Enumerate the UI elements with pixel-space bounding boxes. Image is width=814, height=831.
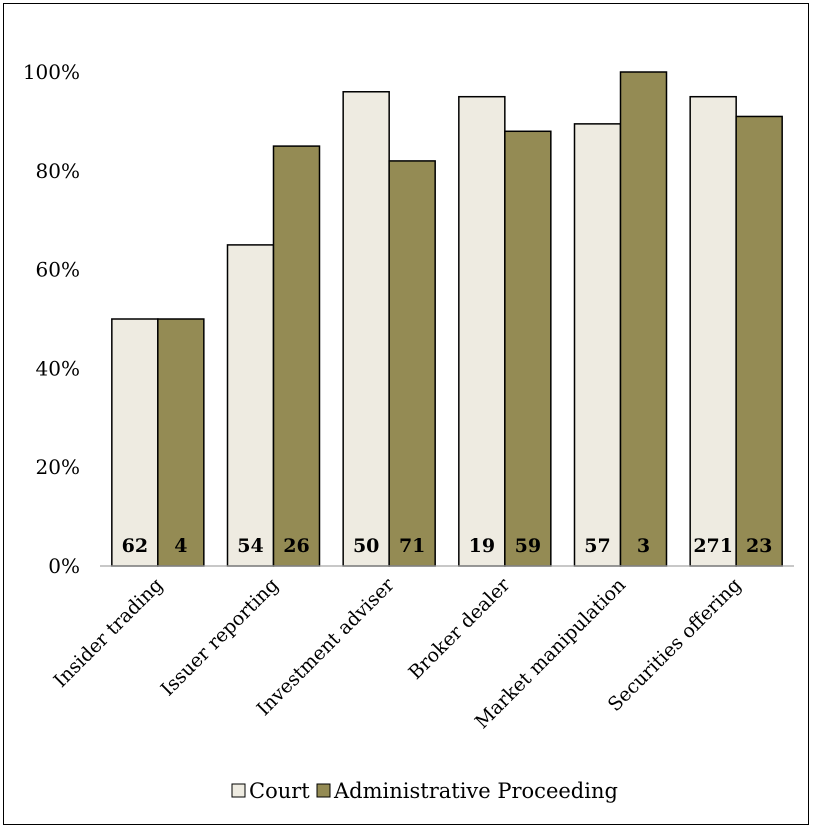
bar-administrative-proceeding: [272, 145, 321, 567]
bar-court: [111, 318, 159, 567]
bar-court: [458, 95, 506, 567]
bar-administrative-proceeding: [735, 115, 783, 567]
legend-swatch-administrative-proceeding: [316, 783, 331, 798]
bar-administrative-proceeding: [504, 130, 552, 567]
legend-label: Court: [249, 779, 310, 803]
y-tick-label: 80%: [36, 159, 80, 183]
x-tick-label: Broker dealer: [404, 573, 515, 684]
data-label: 26: [283, 535, 309, 557]
y-tick-label: 0%: [48, 554, 80, 578]
data-label: 59: [515, 535, 541, 557]
legend-swatch-court: [231, 783, 246, 798]
data-label: 3: [637, 535, 650, 557]
data-label: 4: [174, 535, 187, 557]
data-label: 57: [584, 535, 610, 557]
bars: [111, 71, 783, 567]
legend: Court Administrative Proceeding: [231, 779, 618, 803]
y-tick-label: 20%: [36, 455, 80, 479]
data-label: 23: [746, 535, 772, 557]
data-label: 71: [399, 535, 425, 557]
y-tick-label: 40%: [36, 356, 80, 380]
bar-court: [573, 123, 622, 567]
bar-administrative-proceeding: [388, 160, 436, 567]
data-labels: 62 4 54 26 50 71 19 59 57 3 271 23: [122, 535, 773, 557]
data-label: 50: [353, 535, 379, 557]
bar-administrative-proceeding: [157, 318, 205, 567]
bar-court: [226, 244, 275, 567]
bar-court: [689, 95, 737, 567]
bar-administrative-proceeding: [619, 71, 668, 567]
data-label: 62: [122, 535, 148, 557]
data-label: 54: [237, 535, 263, 557]
y-tick-label: 100%: [23, 60, 80, 84]
y-tick-label: 60%: [36, 258, 80, 282]
data-label: 271: [693, 535, 733, 557]
legend-label: Administrative Proceeding: [333, 779, 618, 803]
x-tick-label: Insider trading: [49, 574, 167, 692]
x-tick-label: Issuer reporting: [157, 574, 283, 700]
y-axis: 0% 20% 40% 60% 80% 100%: [23, 60, 80, 578]
x-tick-label: Securities offering: [604, 574, 746, 716]
data-label: 19: [469, 535, 495, 557]
bar-court: [342, 91, 390, 567]
